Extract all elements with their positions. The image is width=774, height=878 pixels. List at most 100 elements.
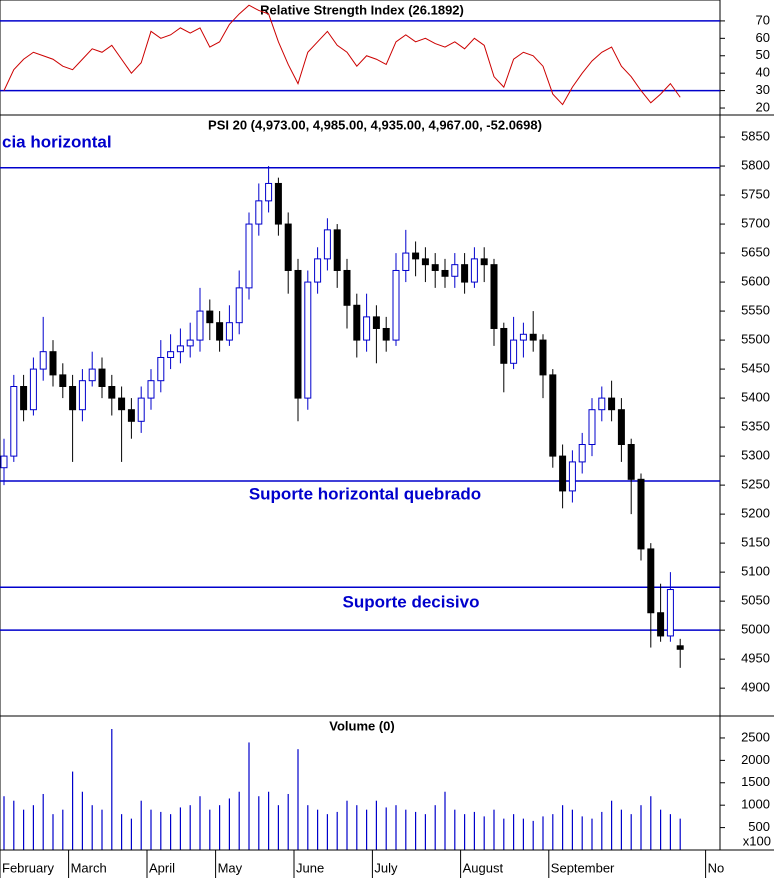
candle-body: [578, 444, 586, 463]
candle-body: [480, 258, 488, 266]
panel-title: Volume (0): [329, 718, 395, 733]
candle-body: [510, 339, 518, 364]
annotation: cia horizontal: [2, 132, 112, 151]
y-tick-label: 70: [756, 12, 770, 27]
candle-body: [69, 385, 77, 411]
y-tick-label: 5200: [741, 506, 770, 521]
candle-body: [323, 229, 331, 260]
candle-body: [10, 385, 18, 457]
candle-body: [441, 269, 449, 277]
x-tick-label: April: [149, 860, 175, 875]
x-tick-label: September: [551, 860, 615, 875]
candle-body: [627, 444, 635, 480]
candle-body: [402, 252, 410, 271]
y-tick-label: 5450: [741, 361, 770, 376]
candle-body: [598, 397, 606, 411]
candle-body: [225, 322, 233, 341]
candle-body: [108, 385, 116, 399]
candle-body: [617, 409, 625, 446]
candle-body: [549, 374, 557, 457]
candle-body: [382, 327, 390, 341]
candle-body: [539, 339, 547, 376]
candle-body: [176, 345, 184, 353]
candle-body: [608, 397, 616, 411]
candle-body: [343, 269, 351, 306]
x-tick-label: August: [463, 860, 504, 875]
y-tick-label: 1500: [741, 774, 770, 789]
candle-body: [216, 322, 224, 341]
panel-title: Relative Strength Index (26.1892): [260, 2, 464, 17]
annotation: Suporte decisivo: [343, 592, 480, 611]
y-tick-label: 2500: [741, 729, 770, 744]
panel-title: PSI 20 (4,973.00, 4,985.00, 4,935.00, 4,…: [208, 117, 542, 132]
candle-body: [265, 182, 273, 202]
candle-body: [284, 223, 292, 271]
y-tick-label: 4900: [741, 680, 770, 695]
candle-body: [49, 351, 57, 376]
x-tick-label: February: [2, 860, 55, 875]
candle-body: [372, 316, 380, 329]
y-tick-label: 30: [756, 82, 770, 97]
x-tick-label: No: [708, 860, 725, 875]
y-tick-label: 5850: [741, 128, 770, 143]
y-tick-label: 5050: [741, 593, 770, 608]
candle-body: [98, 368, 106, 387]
candle-body: [304, 281, 312, 399]
y-tick-label: 2000: [741, 752, 770, 767]
x-tick-label: May: [218, 860, 243, 875]
candle-body: [294, 269, 302, 399]
annotation: Suporte horizontal quebrado: [249, 484, 481, 503]
y-tick-label: 20: [756, 99, 770, 114]
candle-body: [637, 478, 645, 550]
y-tick-label: 5650: [741, 245, 770, 260]
y-tick-label: 50: [756, 47, 770, 62]
y-tick-label: 5300: [741, 448, 770, 463]
y-tick-label: 40: [756, 65, 770, 80]
candle-body: [147, 380, 155, 399]
candle-body: [29, 368, 37, 411]
candle-body: [431, 264, 439, 271]
candle-body: [412, 252, 420, 260]
candle-body: [421, 258, 429, 266]
candle-body: [647, 548, 655, 614]
y-tick-label: 5750: [741, 186, 770, 201]
y-tick-label: 4950: [741, 651, 770, 666]
candle-body: [529, 333, 537, 341]
candle-body: [88, 368, 96, 382]
y-tick-label: 5100: [741, 564, 770, 579]
candle-body: [39, 351, 47, 370]
candle-body: [167, 351, 175, 358]
candle-body: [588, 409, 596, 446]
y-tick-label: 60: [756, 30, 770, 45]
candle-body: [559, 455, 567, 492]
candle-body: [392, 269, 400, 341]
x-tick-label: March: [71, 860, 107, 875]
x-tick-label: June: [296, 860, 324, 875]
y-tick-label: 5150: [741, 535, 770, 550]
candle-body: [461, 264, 469, 283]
y-tick-label: 500: [748, 819, 770, 834]
candle-body: [333, 229, 341, 271]
y-tick-label: 5800: [741, 157, 770, 172]
candle-body: [657, 612, 665, 637]
candle-body: [568, 461, 576, 492]
candle-body: [20, 385, 28, 411]
candle-body: [274, 182, 282, 225]
candle-body: [196, 310, 204, 341]
candle-body: [59, 374, 67, 387]
candle-body: [206, 310, 214, 324]
candle-body: [245, 223, 253, 289]
candle-body: [0, 455, 8, 469]
candle-body: [451, 264, 459, 277]
y-tick-label: 5700: [741, 215, 770, 230]
candle-body: [500, 327, 508, 364]
y-tick-label: 5500: [741, 332, 770, 347]
candle-body: [314, 258, 322, 283]
y-tick-label: 5600: [741, 274, 770, 289]
candle-body: [157, 356, 165, 382]
y-tick-label: 5550: [741, 303, 770, 318]
candle-body: [363, 316, 371, 341]
candle-body: [186, 339, 194, 347]
